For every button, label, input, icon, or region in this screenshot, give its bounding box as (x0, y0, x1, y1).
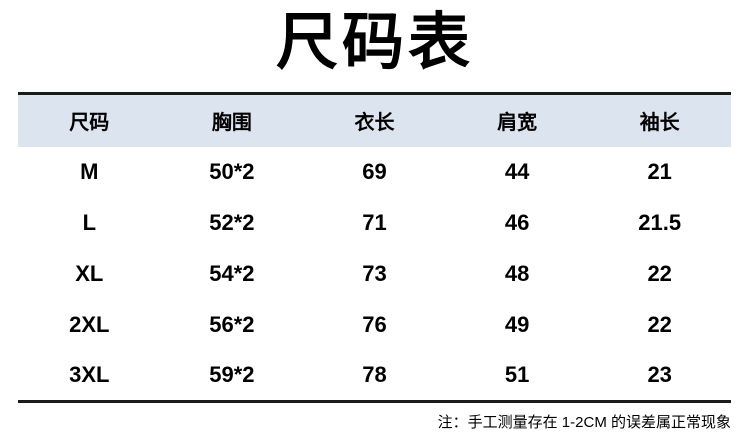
cell-chest: 52*2 (209, 210, 255, 235)
cell-shoulder: 51 (504, 362, 530, 388)
cell-chest: 54*2 (209, 261, 255, 286)
cell-shoulder: 44 (504, 159, 530, 184)
page-title: 尺码表 (275, 5, 474, 78)
table-row: L 52*2 71 46 21.5 (18, 197, 731, 249)
column-header-size: 尺码 (69, 110, 110, 135)
cell-size: 3XL (69, 362, 110, 388)
cell-sleeve: 21.5 (638, 210, 682, 235)
header-row: 尺码 胸围 衣长 肩宽 袖长 (18, 93, 731, 147)
size-chart-body: M 50*2 69 44 21 L 52*2 71 46 21.5 XL 54*… (18, 146, 731, 402)
cell-size: XL (75, 261, 104, 286)
cell-sleeve: 22 (647, 261, 672, 286)
table-row: 2XL 56*2 76 49 22 (18, 299, 731, 351)
cell-shoulder: 46 (504, 210, 530, 235)
cell-length: 76 (362, 312, 387, 337)
column-header-sleeve: 袖长 (639, 110, 680, 135)
cell-chest: 50*2 (209, 159, 255, 184)
measurement-tolerance-note: 注：手工测量存在 1-2CM 的误差属正常现象 (437, 414, 731, 431)
size-chart-table: 尺码 胸围 衣长 肩宽 袖长 M 50*2 69 44 21 L 52*2 71… (18, 92, 731, 403)
cell-chest: 59*2 (209, 362, 255, 388)
cell-sleeve: 21 (647, 159, 672, 184)
column-header-shoulder: 肩宽 (497, 110, 538, 135)
size-chart-header: 尺码 胸围 衣长 肩宽 袖长 (18, 93, 731, 147)
cell-size: 2XL (69, 312, 110, 337)
cell-size: M (80, 159, 99, 184)
cell-length: 69 (362, 159, 387, 184)
cell-shoulder: 49 (504, 312, 530, 337)
cell-length: 71 (362, 210, 387, 235)
cell-length: 78 (362, 362, 387, 388)
cell-size: L (82, 210, 97, 235)
column-header-chest: 胸围 (211, 110, 252, 135)
cell-chest: 56*2 (209, 312, 255, 337)
cell-shoulder: 48 (504, 261, 530, 286)
table-row: XL 54*2 73 48 22 (18, 248, 731, 300)
cell-sleeve: 23 (647, 362, 672, 388)
table-row: 3XL 59*2 78 51 23 (18, 350, 731, 402)
table-row: M 50*2 69 44 21 (18, 146, 731, 198)
cell-sleeve: 22 (647, 312, 672, 337)
cell-length: 73 (362, 261, 387, 286)
column-header-length: 衣长 (354, 110, 395, 135)
